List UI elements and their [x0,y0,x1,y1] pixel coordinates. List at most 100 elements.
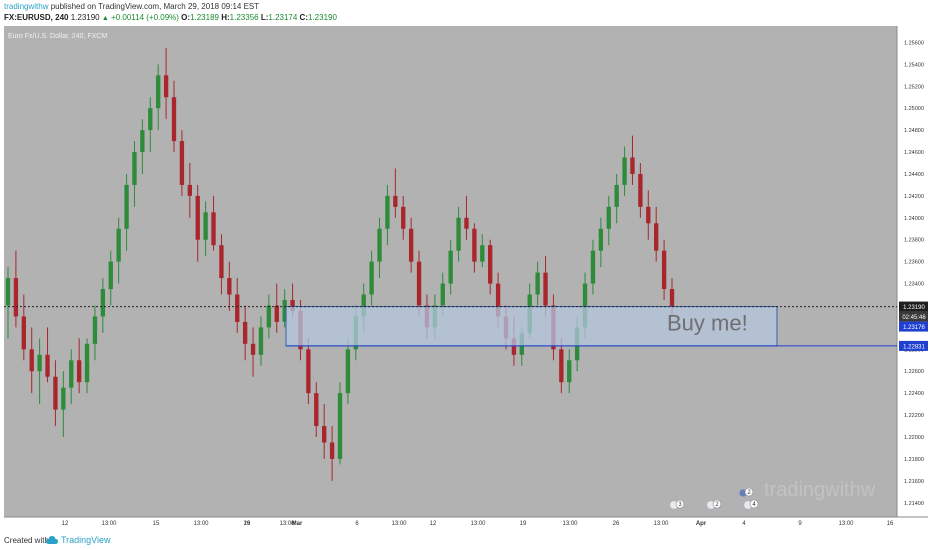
x-tick-label: 4 [742,521,746,527]
candle-up [448,250,453,284]
countdown-tag: 02:45:46 [902,315,926,321]
open-value: 1.23189 [190,13,219,22]
y-tick-label: 1.24600 [904,150,924,156]
candle-down [179,141,185,185]
footer: Created with TradingView [0,531,932,550]
candle-down [242,321,248,344]
created-with-text: Created with [4,536,49,545]
candle-up [116,228,121,262]
candle-down [511,338,517,355]
candle-down [472,228,477,262]
candle-down [669,289,675,307]
x-tick-label: 9 [798,521,802,527]
x-tick-label: 13:00 [279,521,295,527]
chart-area[interactable]: Euro Fx/U.S. Dollar, 240, FXCM tradingwit… [4,26,928,530]
chart-title: Euro Fx/U.S. Dollar, 240, FXCM [8,33,107,40]
candle-up [148,108,153,131]
candle-up [266,305,272,328]
candlestick-chart[interactable]: Euro Fx/U.S. Dollar, 240, FXCM tradingwit… [4,26,928,530]
candle-down [408,228,414,262]
candle-up [345,349,351,394]
buy-zone [285,306,778,347]
y-tick-label: 1.22400 [904,391,924,397]
x-tick-label: 13:00 [193,521,209,527]
event-badge-count: 4 [752,502,756,508]
y-tick-label: 1.23400 [904,282,924,288]
header: tradingwithw published on TradingView.co… [0,0,932,26]
zone-top-tag: 1.23176 [903,325,925,331]
event-badge [744,487,754,497]
event-badge [712,499,722,509]
low-value: 1.23174 [268,13,298,22]
candle-up [622,157,627,185]
y-tick-label: 1.21600 [904,479,924,485]
x-tick-label: 15 [153,521,160,527]
candle-down [45,354,50,377]
candle-down [29,349,34,372]
y-tick-label: 1.24800 [904,128,924,134]
candle-down [495,283,501,317]
x-tick-label: Apr [696,521,707,527]
event-badge-count: 2 [715,502,719,508]
candle-down [13,278,19,317]
x-tick-label: 26 [613,521,620,527]
candle-up [385,195,390,229]
y-tick-label: 1.25600 [904,40,924,46]
candle-down [488,245,493,284]
candle-down [654,223,659,251]
y-tick-label: 1.23600 [904,260,924,266]
candle-down [187,184,192,196]
candle-down [393,195,398,207]
candle-up [567,360,572,383]
high-label: H: [221,13,230,22]
candle-down [163,75,169,98]
y-tick-label: 1.24400 [904,172,924,178]
event-badge [749,499,759,509]
candle-down [543,272,548,306]
x-tick-label: 13:00 [562,521,578,527]
candle-up [590,250,596,284]
candle-down [661,250,667,290]
candle-up [84,343,90,383]
candle-up [258,327,264,355]
candle-up [582,283,588,328]
event-badge-count: 2 [747,490,751,496]
candle-up [369,261,374,295]
candle-up [203,212,208,240]
tradingview-brand[interactable]: TradingView [61,535,111,545]
y-tick-label: 1.22200 [904,413,924,419]
candle-down [464,217,469,229]
author-link[interactable]: tradingwithw [4,2,49,11]
candle-down [211,212,216,246]
candle-down [416,261,422,306]
zone-top-tag-bg [899,321,928,332]
published-text: published on TradingView.com, March 29, … [50,2,260,11]
y-tick-label: 1.24000 [904,216,924,222]
candle-down [306,349,311,394]
y-tick-label: 1.24200 [904,194,924,200]
y-tick-label: 1.22000 [904,435,924,441]
candle-up [156,75,161,109]
x-tick-label: 19 [244,521,251,527]
candle-up [100,289,106,317]
event-badge [675,499,685,509]
last-price-tag-bg [899,301,928,312]
support-price-tag-bg [899,340,928,351]
y-tick-label: 1.25200 [904,84,924,90]
x-tick-label: 16 [887,521,894,527]
x-tick-label: 26 [244,521,251,527]
publish-line: tradingwithw published on TradingView.co… [4,2,259,11]
watermark: tradingwithw [764,479,876,501]
candle-up [132,152,137,185]
candle-up [108,261,113,290]
up-triangle-icon: ▲ [101,15,109,22]
candle-down [290,299,295,311]
countdown-tag-bg [899,311,928,322]
candle-down [401,206,406,229]
candle-up [377,228,382,262]
price-axis-background [897,26,928,517]
candle-down [314,393,319,427]
x-tick-label: 12 [430,521,437,527]
candle-down [646,206,651,224]
candle-up [440,283,445,306]
